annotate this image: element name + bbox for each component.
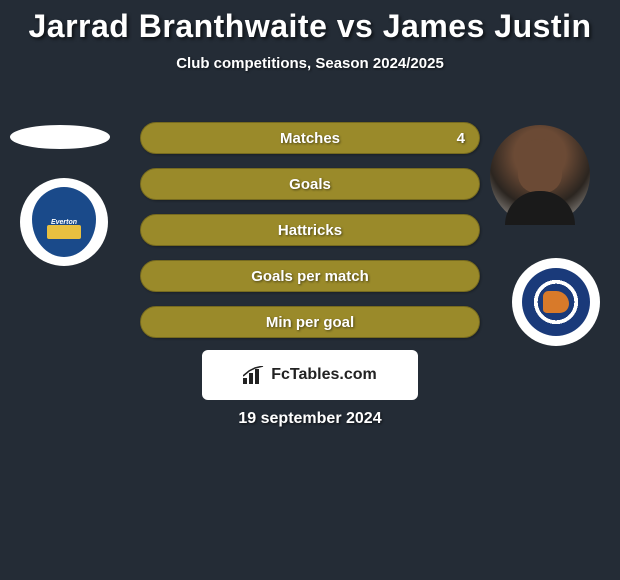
- stat-row-goals-per-match: Goals per match: [140, 260, 480, 292]
- page-title: Jarrad Branthwaite vs James Justin: [0, 0, 620, 45]
- fctables-logo-text: FcTables.com: [271, 366, 377, 384]
- stat-row-goals: Goals: [140, 168, 480, 200]
- date-label: 19 september 2024: [0, 410, 620, 428]
- stat-row-matches: Matches 4: [140, 122, 480, 154]
- fctables-logo: FcTables.com: [202, 350, 418, 400]
- subtitle: Club competitions, Season 2024/2025: [0, 55, 620, 72]
- leicester-crest-icon: [522, 268, 590, 336]
- stat-value-right: 4: [457, 130, 465, 147]
- stat-label: Goals per match: [251, 268, 369, 285]
- stat-label: Min per goal: [266, 314, 354, 331]
- player-right-photo: [490, 125, 590, 225]
- stat-label: Goals: [289, 176, 331, 193]
- bars-icon: [243, 366, 265, 384]
- stat-row-min-per-goal: Min per goal: [140, 306, 480, 338]
- club-badge-right: [512, 258, 600, 346]
- player-left-photo: [10, 125, 110, 149]
- everton-crest-text: Everton: [51, 219, 77, 226]
- stat-row-hattricks: Hattricks: [140, 214, 480, 246]
- club-badge-left: Everton: [20, 178, 108, 266]
- stat-label: Matches: [280, 130, 340, 147]
- stats-container: Matches 4 Goals Hattricks Goals per matc…: [140, 122, 480, 352]
- everton-crest-icon: Everton: [32, 187, 96, 257]
- stat-label: Hattricks: [278, 222, 342, 239]
